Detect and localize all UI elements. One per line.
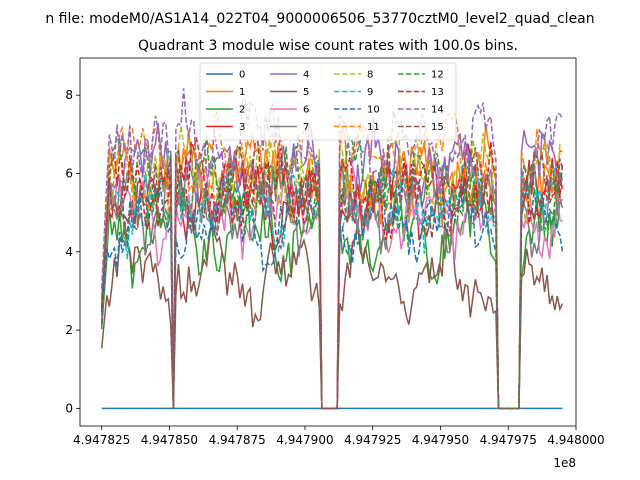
series-layer: [100, 88, 564, 410]
x-tick-label: 4.947875: [209, 433, 266, 447]
legend-label: 8: [367, 70, 373, 81]
legend-frame: [199, 62, 457, 141]
legend-label: 13: [431, 87, 444, 98]
legend-label: 11: [367, 122, 380, 133]
x-tick-label: 4.947950: [412, 433, 469, 447]
x-tick-label: 4.947825: [73, 433, 130, 447]
y-tick-label: 4: [65, 245, 73, 259]
y-tick-label: 6: [65, 166, 73, 180]
legend-label: 10: [367, 105, 380, 116]
y-tick-label: 0: [65, 401, 73, 415]
legend-label: 7: [303, 122, 309, 133]
series-line-module-15: [100, 143, 564, 410]
legend-label: 15: [431, 122, 444, 133]
x-tick-label: 4.947850: [141, 433, 198, 447]
y-axis: 0 2 4 6 8: [65, 88, 80, 415]
x-tick-label: 4.948000: [547, 433, 604, 447]
y-tick-label: 2: [65, 323, 73, 337]
axes-frame: [79, 57, 577, 427]
legend-label: 9: [367, 87, 373, 98]
series-line-module-12: [100, 134, 563, 410]
series-line-module-14: [100, 88, 564, 410]
chart-suptitle: n file: modeM0/AS1A14_022T04_9000006506_…: [45, 11, 594, 27]
legend-label: 5: [303, 87, 309, 98]
x-tick-label: 4.947925: [344, 433, 401, 447]
legend-label: 6: [303, 105, 309, 116]
chart-title: Quadrant 3 module wise count rates with …: [138, 38, 518, 54]
legend-label: 3: [239, 122, 245, 133]
x-tick-label: 4.947900: [276, 433, 333, 447]
y-tick-label: 8: [65, 88, 73, 102]
x-tick-label: 4.947975: [480, 433, 537, 447]
legend-label: 0: [239, 70, 245, 81]
legend-label: 12: [431, 70, 444, 81]
legend-label: 4: [303, 70, 309, 81]
x-axis: 4.947825 4.947850 4.947875 4.947900 4.947925…: [73, 426, 605, 447]
legend-label: 14: [431, 105, 444, 116]
x-axis-offset-label: 1e8: [553, 456, 576, 470]
legend-label: 2: [239, 105, 245, 116]
legend-label: 1: [239, 87, 245, 98]
